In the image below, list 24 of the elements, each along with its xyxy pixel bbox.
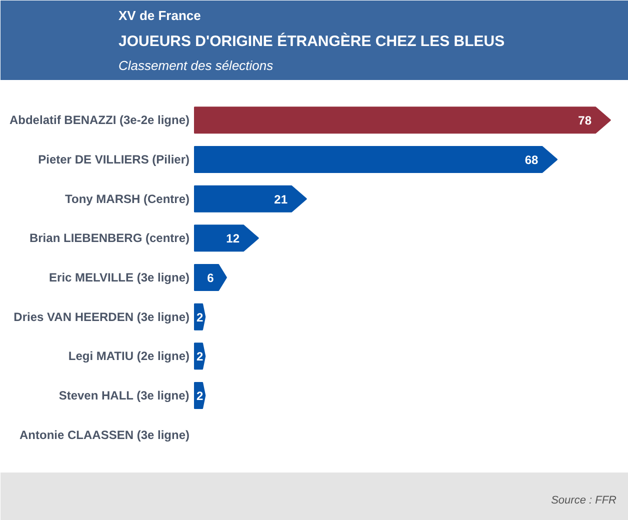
- data-label: 12: [226, 232, 240, 246]
- y-tick-label: Brian LIEBENBERG (centre): [29, 231, 190, 246]
- y-tick-label: Dries VAN HEERDEN (3e ligne): [14, 310, 190, 324]
- bar: [194, 185, 307, 212]
- data-label: 78: [578, 114, 592, 128]
- y-tick-label: Tony MARSH (Centre): [65, 192, 190, 206]
- data-label: 2: [196, 389, 204, 403]
- data-label: 6: [207, 271, 214, 285]
- data-label: 21: [274, 192, 288, 206]
- bar: [194, 146, 558, 173]
- text: XV de France: [118, 8, 201, 23]
- bar: [194, 106, 611, 134]
- chart-title: JOUEURS D'ORIGINE ÉTRANGÈRE CHEZ LES BLEUS: [118, 32, 505, 50]
- data-label: 2: [196, 310, 204, 324]
- y-tick-label: Abdelatif BENAZZI (3e-2e ligne): [9, 113, 190, 128]
- y-tick-label: Legi MATIU (2e ligne): [68, 349, 190, 364]
- chart-subtitle: Classement des sélections: [118, 58, 274, 73]
- data-label: 2: [196, 350, 204, 364]
- y-tick-label: Antonie CLAASSEN (3e ligne): [19, 428, 190, 442]
- y-tick-label: Steven HALL (3e ligne): [58, 388, 190, 402]
- y-tick-label: Eric MELVILLE (3e ligne): [49, 270, 190, 284]
- y-tick-label: Pieter DE VILLIERS (Pilier): [38, 152, 190, 166]
- data-label: 68: [524, 153, 538, 167]
- source-note: Source : FFR: [551, 494, 617, 506]
